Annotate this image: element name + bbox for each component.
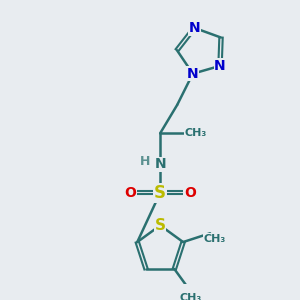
- Text: N: N: [154, 158, 166, 171]
- Text: O: O: [184, 186, 196, 200]
- Text: CH₃: CH₃: [203, 234, 226, 244]
- Text: S: S: [154, 184, 166, 202]
- Text: CH₃: CH₃: [184, 128, 207, 138]
- Text: N: N: [187, 67, 199, 81]
- Text: H: H: [140, 155, 150, 168]
- Text: N: N: [189, 21, 200, 35]
- Text: N: N: [214, 59, 226, 73]
- Text: CH₃: CH₃: [180, 292, 202, 300]
- Text: S: S: [155, 218, 166, 233]
- Text: O: O: [124, 186, 136, 200]
